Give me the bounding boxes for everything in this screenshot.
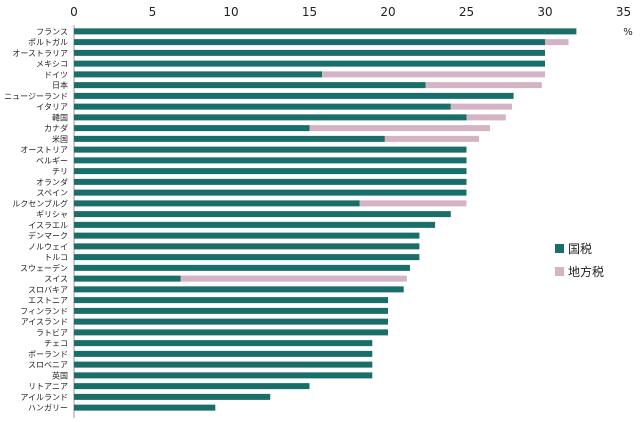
bar-local-tax: [545, 39, 569, 46]
x-tick-label: 25: [459, 5, 474, 19]
category-label: リトアニア: [28, 382, 68, 391]
bar-national-tax: [74, 146, 467, 153]
category-label: ルクセンブルグ: [12, 198, 68, 208]
bar-national-tax: [74, 318, 388, 325]
bar-national-tax: [74, 243, 420, 250]
category-label: トルコ: [44, 253, 68, 262]
x-tick-label: 35: [616, 5, 631, 19]
bar-national-tax: [74, 275, 181, 282]
bar-national-tax: [74, 393, 271, 400]
x-tick-label: 15: [302, 5, 317, 19]
x-tick-label: 5: [149, 5, 157, 19]
category-label: アイスランド: [21, 318, 68, 327]
legend: 国税 地方税: [555, 242, 604, 279]
category-label: オーストリア: [20, 146, 68, 155]
category-label: デンマーク: [28, 231, 68, 241]
category-label: チリ: [52, 167, 68, 176]
bar-national-tax: [74, 254, 420, 261]
bar-national-tax: [74, 372, 373, 379]
legend-label-national: 国税: [568, 242, 592, 256]
category-label: ノルウェイ: [28, 242, 68, 251]
bar-national-tax: [74, 157, 467, 164]
bar-local-tax: [450, 103, 513, 110]
bar-local-tax: [322, 71, 545, 78]
bar-national-tax: [74, 297, 388, 304]
x-tick-label: 10: [223, 5, 238, 19]
category-label: 日本: [52, 80, 68, 90]
bar-national-tax: [74, 125, 310, 132]
unit-label: %: [623, 27, 633, 38]
category-label: 英国: [52, 370, 68, 380]
category-label: フランス: [36, 27, 68, 36]
x-tick-label: 30: [537, 5, 552, 19]
category-label: チェコ: [44, 339, 68, 348]
bar-national-tax: [74, 307, 388, 314]
bar-national-tax: [74, 232, 420, 239]
category-label: ベルギー: [36, 156, 68, 165]
bar-national-tax: [74, 49, 545, 56]
bar-national-tax: [74, 103, 451, 110]
category-label: スペイン: [37, 189, 68, 198]
category-label: アイルランド: [20, 393, 68, 402]
bar-national-tax: [74, 114, 467, 121]
bar-local-tax: [180, 275, 407, 282]
bar-national-tax: [74, 168, 467, 175]
bar-national-tax: [74, 189, 467, 196]
category-label: オランダ: [36, 177, 68, 187]
category-label: 米国: [52, 134, 68, 144]
legend-swatch-national: [555, 244, 564, 253]
category-label: カナダ: [44, 123, 68, 133]
bar-national-tax: [74, 404, 216, 411]
x-tick-label: 20: [380, 5, 395, 19]
bar-national-tax: [74, 39, 545, 46]
bar-national-tax: [74, 350, 373, 357]
bar-national-tax: [74, 92, 514, 99]
bar-local-tax: [466, 114, 506, 121]
category-label: ポーランド: [28, 350, 68, 359]
category-label: イタリア: [36, 103, 68, 112]
bar-local-tax: [359, 200, 467, 207]
category-label: ギリシャ: [36, 210, 68, 219]
bar-national-tax: [74, 178, 467, 185]
category-label: ハンガリー: [28, 403, 68, 413]
bar-national-tax: [74, 361, 373, 368]
bar-national-tax: [74, 28, 577, 35]
bar-national-tax: [74, 60, 545, 67]
bar-national-tax: [74, 329, 388, 336]
bar-local-tax: [425, 82, 542, 89]
bar-national-tax: [74, 135, 385, 142]
category-label: メキシコ: [36, 60, 68, 69]
category-label: ラトビア: [36, 328, 68, 337]
category-label: 韓国: [52, 112, 68, 122]
category-label: オーストラリア: [12, 49, 68, 58]
legend-swatch-local: [555, 267, 564, 276]
category-label: スウェーデン: [20, 263, 68, 273]
bar-national-tax: [74, 264, 410, 271]
bar-national-tax: [74, 383, 310, 390]
bar-national-tax: [74, 82, 426, 89]
bar-local-tax: [309, 125, 491, 132]
category-label: ニュージーランド: [4, 92, 68, 101]
category-label: エストニア: [28, 296, 68, 305]
bar-local-tax: [384, 135, 480, 142]
category-label: イスラエル: [28, 221, 68, 230]
legend-label-local: 地方税: [568, 264, 604, 279]
bar-national-tax: [74, 200, 360, 207]
category-label: スロバキア: [28, 285, 68, 294]
bar-national-tax: [74, 221, 436, 228]
category-label: ポルトガル: [28, 37, 68, 47]
bar-national-tax: [74, 71, 323, 78]
category-label: フィンランド: [20, 307, 68, 316]
category-label: スロベニア: [28, 361, 68, 370]
category-label: スイス: [44, 275, 68, 284]
bar-national-tax: [74, 211, 451, 218]
bar-national-tax: [74, 340, 373, 347]
x-tick-label: 0: [70, 5, 78, 19]
bar-national-tax: [74, 286, 404, 293]
category-label: ドイツ: [44, 70, 68, 79]
